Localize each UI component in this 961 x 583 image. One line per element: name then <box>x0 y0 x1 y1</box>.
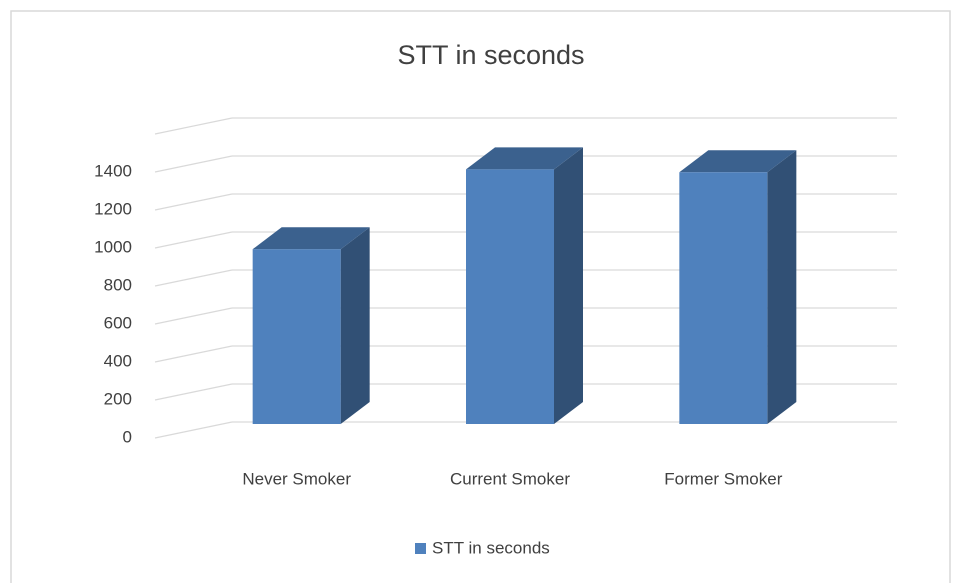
y-tick-label: 800 <box>104 275 132 294</box>
bar-side <box>340 227 370 424</box>
x-tick-label: Current Smoker <box>450 469 570 488</box>
y-tick-label: 1200 <box>94 199 132 218</box>
grid-line <box>154 307 233 325</box>
grid-line <box>154 421 233 439</box>
x-tick-label: Former Smoker <box>664 469 782 488</box>
legend-label: STT in seconds <box>432 538 550 557</box>
grid-line <box>154 383 233 401</box>
legend-swatch <box>415 543 426 554</box>
bar <box>252 249 341 424</box>
y-tick-label: 600 <box>104 313 132 332</box>
bar-top <box>252 227 370 250</box>
y-tick-label: 200 <box>104 389 132 408</box>
y-tick-label: 1000 <box>94 237 132 256</box>
grid-line <box>154 231 233 249</box>
bar-side <box>554 147 583 424</box>
bar-top <box>679 150 797 173</box>
grid-line <box>154 269 233 287</box>
x-tick-label: Never Smoker <box>242 469 351 488</box>
y-tick-label: 0 <box>123 427 132 446</box>
bar-top <box>466 147 583 170</box>
wall-edge <box>154 117 233 135</box>
grid-line <box>154 155 233 173</box>
bar <box>679 172 768 424</box>
grid-line <box>154 193 233 211</box>
grid-line <box>154 345 233 363</box>
bar <box>466 169 554 424</box>
y-tick-label: 1400 <box>94 161 132 180</box>
y-tick-label: 400 <box>104 351 132 370</box>
bar-side <box>767 150 797 424</box>
chart-title: STT in seconds <box>397 40 584 70</box>
